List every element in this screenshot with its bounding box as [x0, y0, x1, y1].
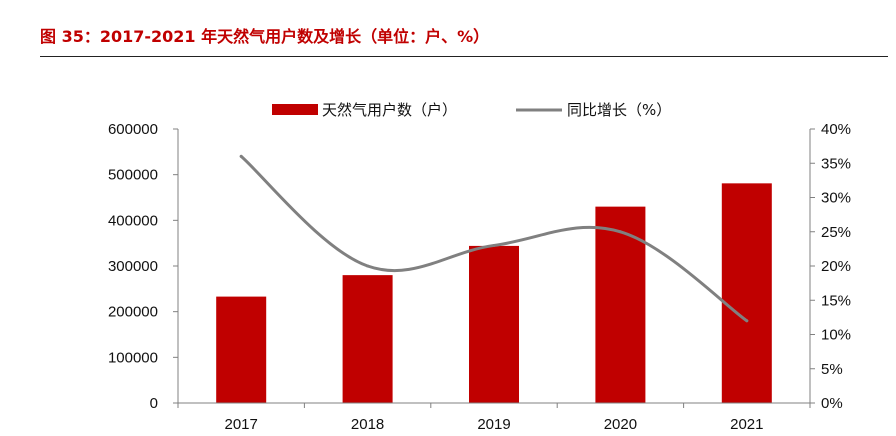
- y-left-tick-label: 0: [150, 395, 158, 412]
- bar-2019: [469, 245, 519, 403]
- y-left-tick-label: 200000: [108, 304, 158, 321]
- y-right-tick-label: 0%: [821, 395, 843, 412]
- y-left-tick-label: 600000: [108, 121, 158, 138]
- figure-title: 图 35：2017-2021 年天然气用户数及增长（单位：户、%）: [40, 27, 490, 46]
- legend-swatch-bar: [272, 104, 318, 115]
- y-right-tick-label: 15%: [821, 292, 851, 309]
- bar-2020: [595, 206, 646, 403]
- legend: 天然气用户数（户） 同比增长（%）: [272, 101, 671, 119]
- y-right-tick-label: 30%: [821, 190, 851, 207]
- y-left-tick-label: 500000: [108, 167, 158, 184]
- y-right-tick-label: 10%: [821, 327, 851, 344]
- y-right-tick-label: 25%: [821, 224, 851, 241]
- y-left-tick-label: 300000: [108, 258, 158, 275]
- y-left-tick-label: 100000: [108, 349, 158, 366]
- x-tick-label: 2017: [225, 416, 258, 433]
- growth-point-2019: [492, 243, 496, 247]
- y-right-tick-label: 20%: [821, 258, 851, 275]
- line-series: [239, 154, 749, 323]
- bar-2018: [342, 275, 393, 403]
- growth-point-2018: [366, 264, 370, 268]
- title-divider: [40, 56, 888, 57]
- bar-2021: [721, 183, 772, 403]
- legend-label-bar: 天然气用户数（户）: [322, 101, 457, 119]
- growth-point-2017: [239, 154, 243, 158]
- bar-series: [216, 183, 772, 403]
- x-tick-label: 2018: [351, 416, 384, 433]
- y-right-tick-label: 5%: [821, 361, 843, 378]
- y-right-tick-label: 40%: [821, 121, 851, 138]
- y-right-tick-label: 35%: [821, 155, 851, 172]
- axes: 0 100000 200000 300000 400000 500000 600000 0% 5…: [108, 121, 851, 433]
- growth-point-2020: [618, 230, 622, 234]
- x-tick-label: 2021: [730, 416, 763, 433]
- x-tick-label: 2020: [604, 416, 637, 433]
- y-left-tick-label: 400000: [108, 212, 158, 229]
- x-tick-label: 2019: [477, 416, 510, 433]
- growth-point-2021: [745, 319, 749, 323]
- bar-2017: [216, 296, 267, 403]
- legend-label-line: 同比增长（%）: [567, 101, 671, 119]
